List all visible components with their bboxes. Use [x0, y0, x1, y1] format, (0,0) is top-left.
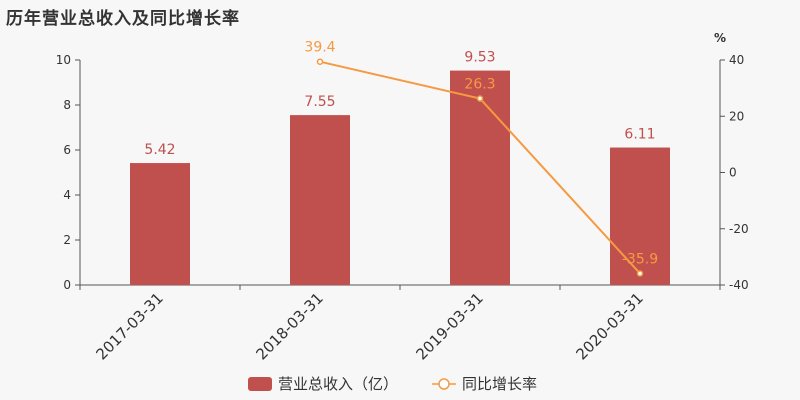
right-tick-label: -40	[729, 278, 749, 292]
revenue-bar-label: 5.42	[144, 142, 175, 158]
growth-rate-label: 26.3	[464, 77, 495, 93]
revenue-bar-label: 6.11	[624, 127, 655, 143]
growth-rate-label: 39.4	[304, 40, 335, 56]
right-tick-label: -20	[729, 222, 749, 236]
growth-rate-point	[316, 58, 324, 65]
right-axis-unit: %	[714, 31, 726, 45]
x-tick-label: 2020-03-31	[572, 289, 646, 363]
legend-label-revenue: 营业总收入（亿）	[278, 375, 398, 393]
right-tick-label: 0	[729, 166, 737, 180]
revenue-bar	[290, 115, 350, 285]
chart-title: 历年营业总收入及同比增长率	[6, 9, 240, 29]
left-tick-label: 10	[56, 53, 71, 67]
revenue-bar	[610, 147, 670, 285]
left-tick-label: 0	[63, 278, 71, 292]
left-tick-label: 6	[63, 143, 71, 157]
x-tick-label: 2017-03-31	[92, 289, 166, 363]
right-tick-label: 40	[729, 53, 744, 67]
legend-swatch-revenue	[248, 377, 272, 391]
x-tick-label: 2019-03-31	[412, 289, 486, 363]
revenue-bar-label: 7.55	[304, 94, 335, 110]
revenue-bar	[130, 163, 190, 285]
revenue-bar	[450, 70, 510, 285]
revenue-bar-label: 9.53	[464, 50, 495, 66]
left-tick-label: 8	[63, 98, 71, 112]
left-tick-label: 4	[63, 188, 71, 202]
growth-rate-point	[636, 270, 644, 277]
left-tick-label: 2	[63, 233, 71, 247]
x-tick-label: 2018-03-31	[252, 289, 326, 363]
legend-swatch-growth-marker	[438, 378, 450, 390]
right-tick-label: 20	[729, 109, 744, 123]
growth-rate-point	[476, 95, 484, 102]
growth-rate-label: -35.9	[622, 251, 658, 267]
legend-label-growth: 同比增长率	[462, 375, 537, 393]
